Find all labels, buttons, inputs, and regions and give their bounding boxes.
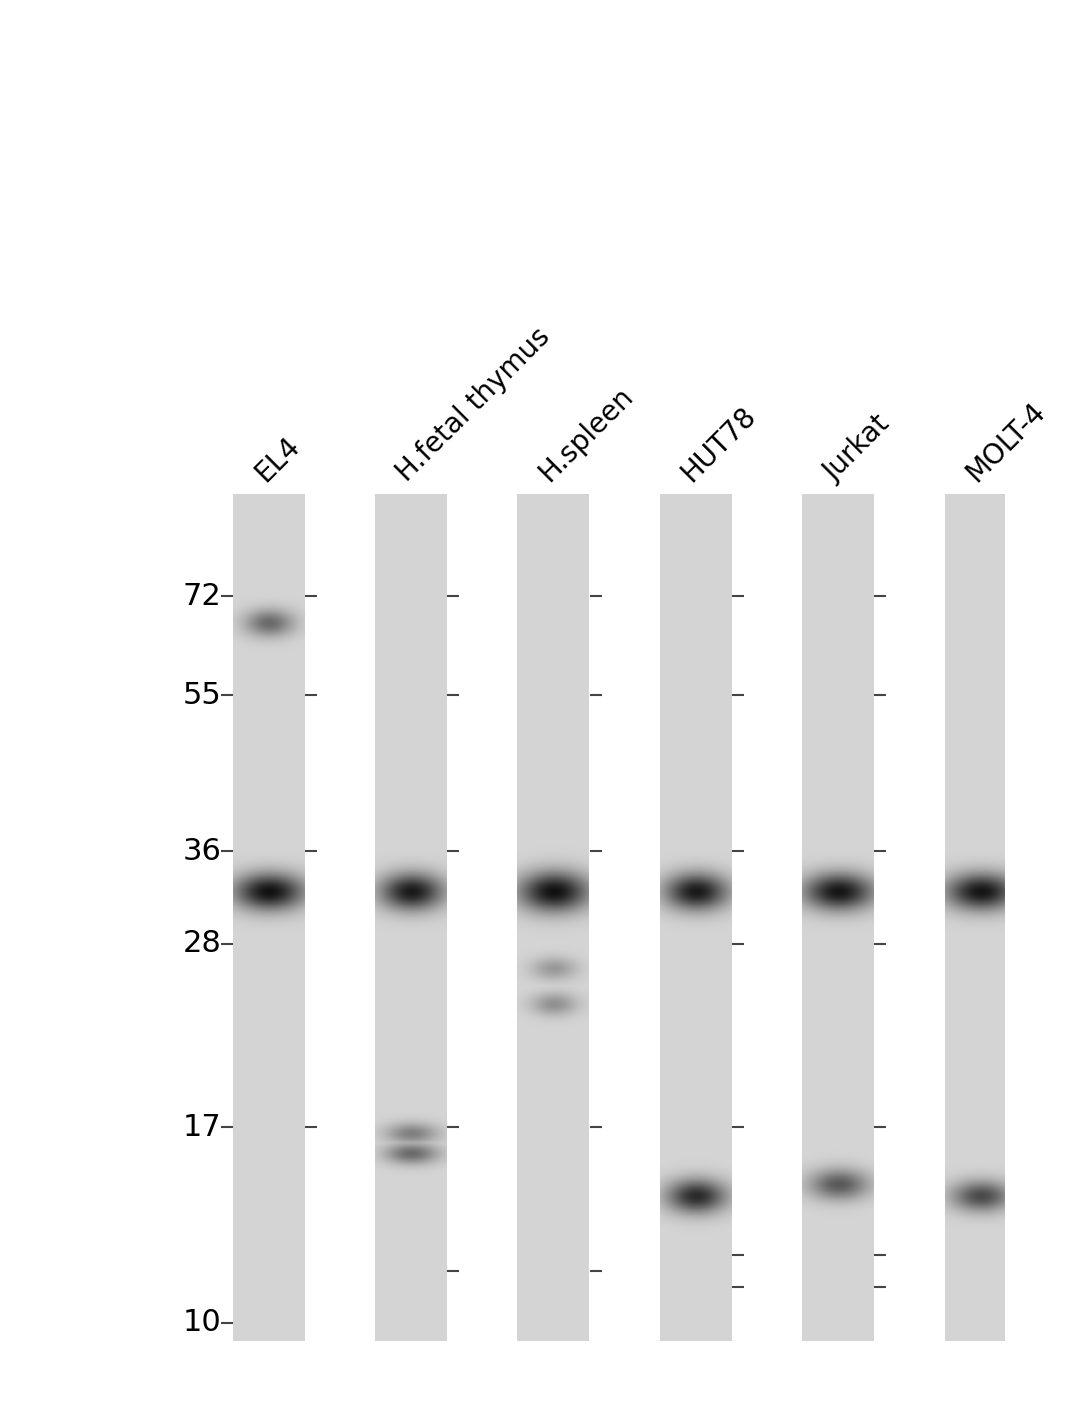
Text: 36: 36 bbox=[183, 837, 221, 866]
Bar bbox=[376, 494, 447, 1341]
Text: 28: 28 bbox=[183, 929, 221, 959]
Text: MOLT-4: MOLT-4 bbox=[960, 397, 1051, 487]
Bar bbox=[944, 494, 1016, 1341]
Text: 10: 10 bbox=[183, 1308, 221, 1337]
Text: HUT78: HUT78 bbox=[676, 401, 761, 487]
Text: H.spleen: H.spleen bbox=[534, 383, 639, 487]
Text: 72: 72 bbox=[183, 582, 221, 611]
Text: 17: 17 bbox=[183, 1113, 221, 1142]
Bar bbox=[802, 494, 874, 1341]
Polygon shape bbox=[1021, 914, 1067, 973]
Bar bbox=[233, 494, 306, 1341]
Text: H.fetal thymus: H.fetal thymus bbox=[392, 323, 556, 487]
Text: Jurkat: Jurkat bbox=[819, 411, 895, 487]
Text: EL4: EL4 bbox=[249, 432, 305, 487]
Bar bbox=[660, 494, 732, 1341]
Bar bbox=[517, 494, 590, 1341]
Text: 55: 55 bbox=[183, 681, 221, 710]
